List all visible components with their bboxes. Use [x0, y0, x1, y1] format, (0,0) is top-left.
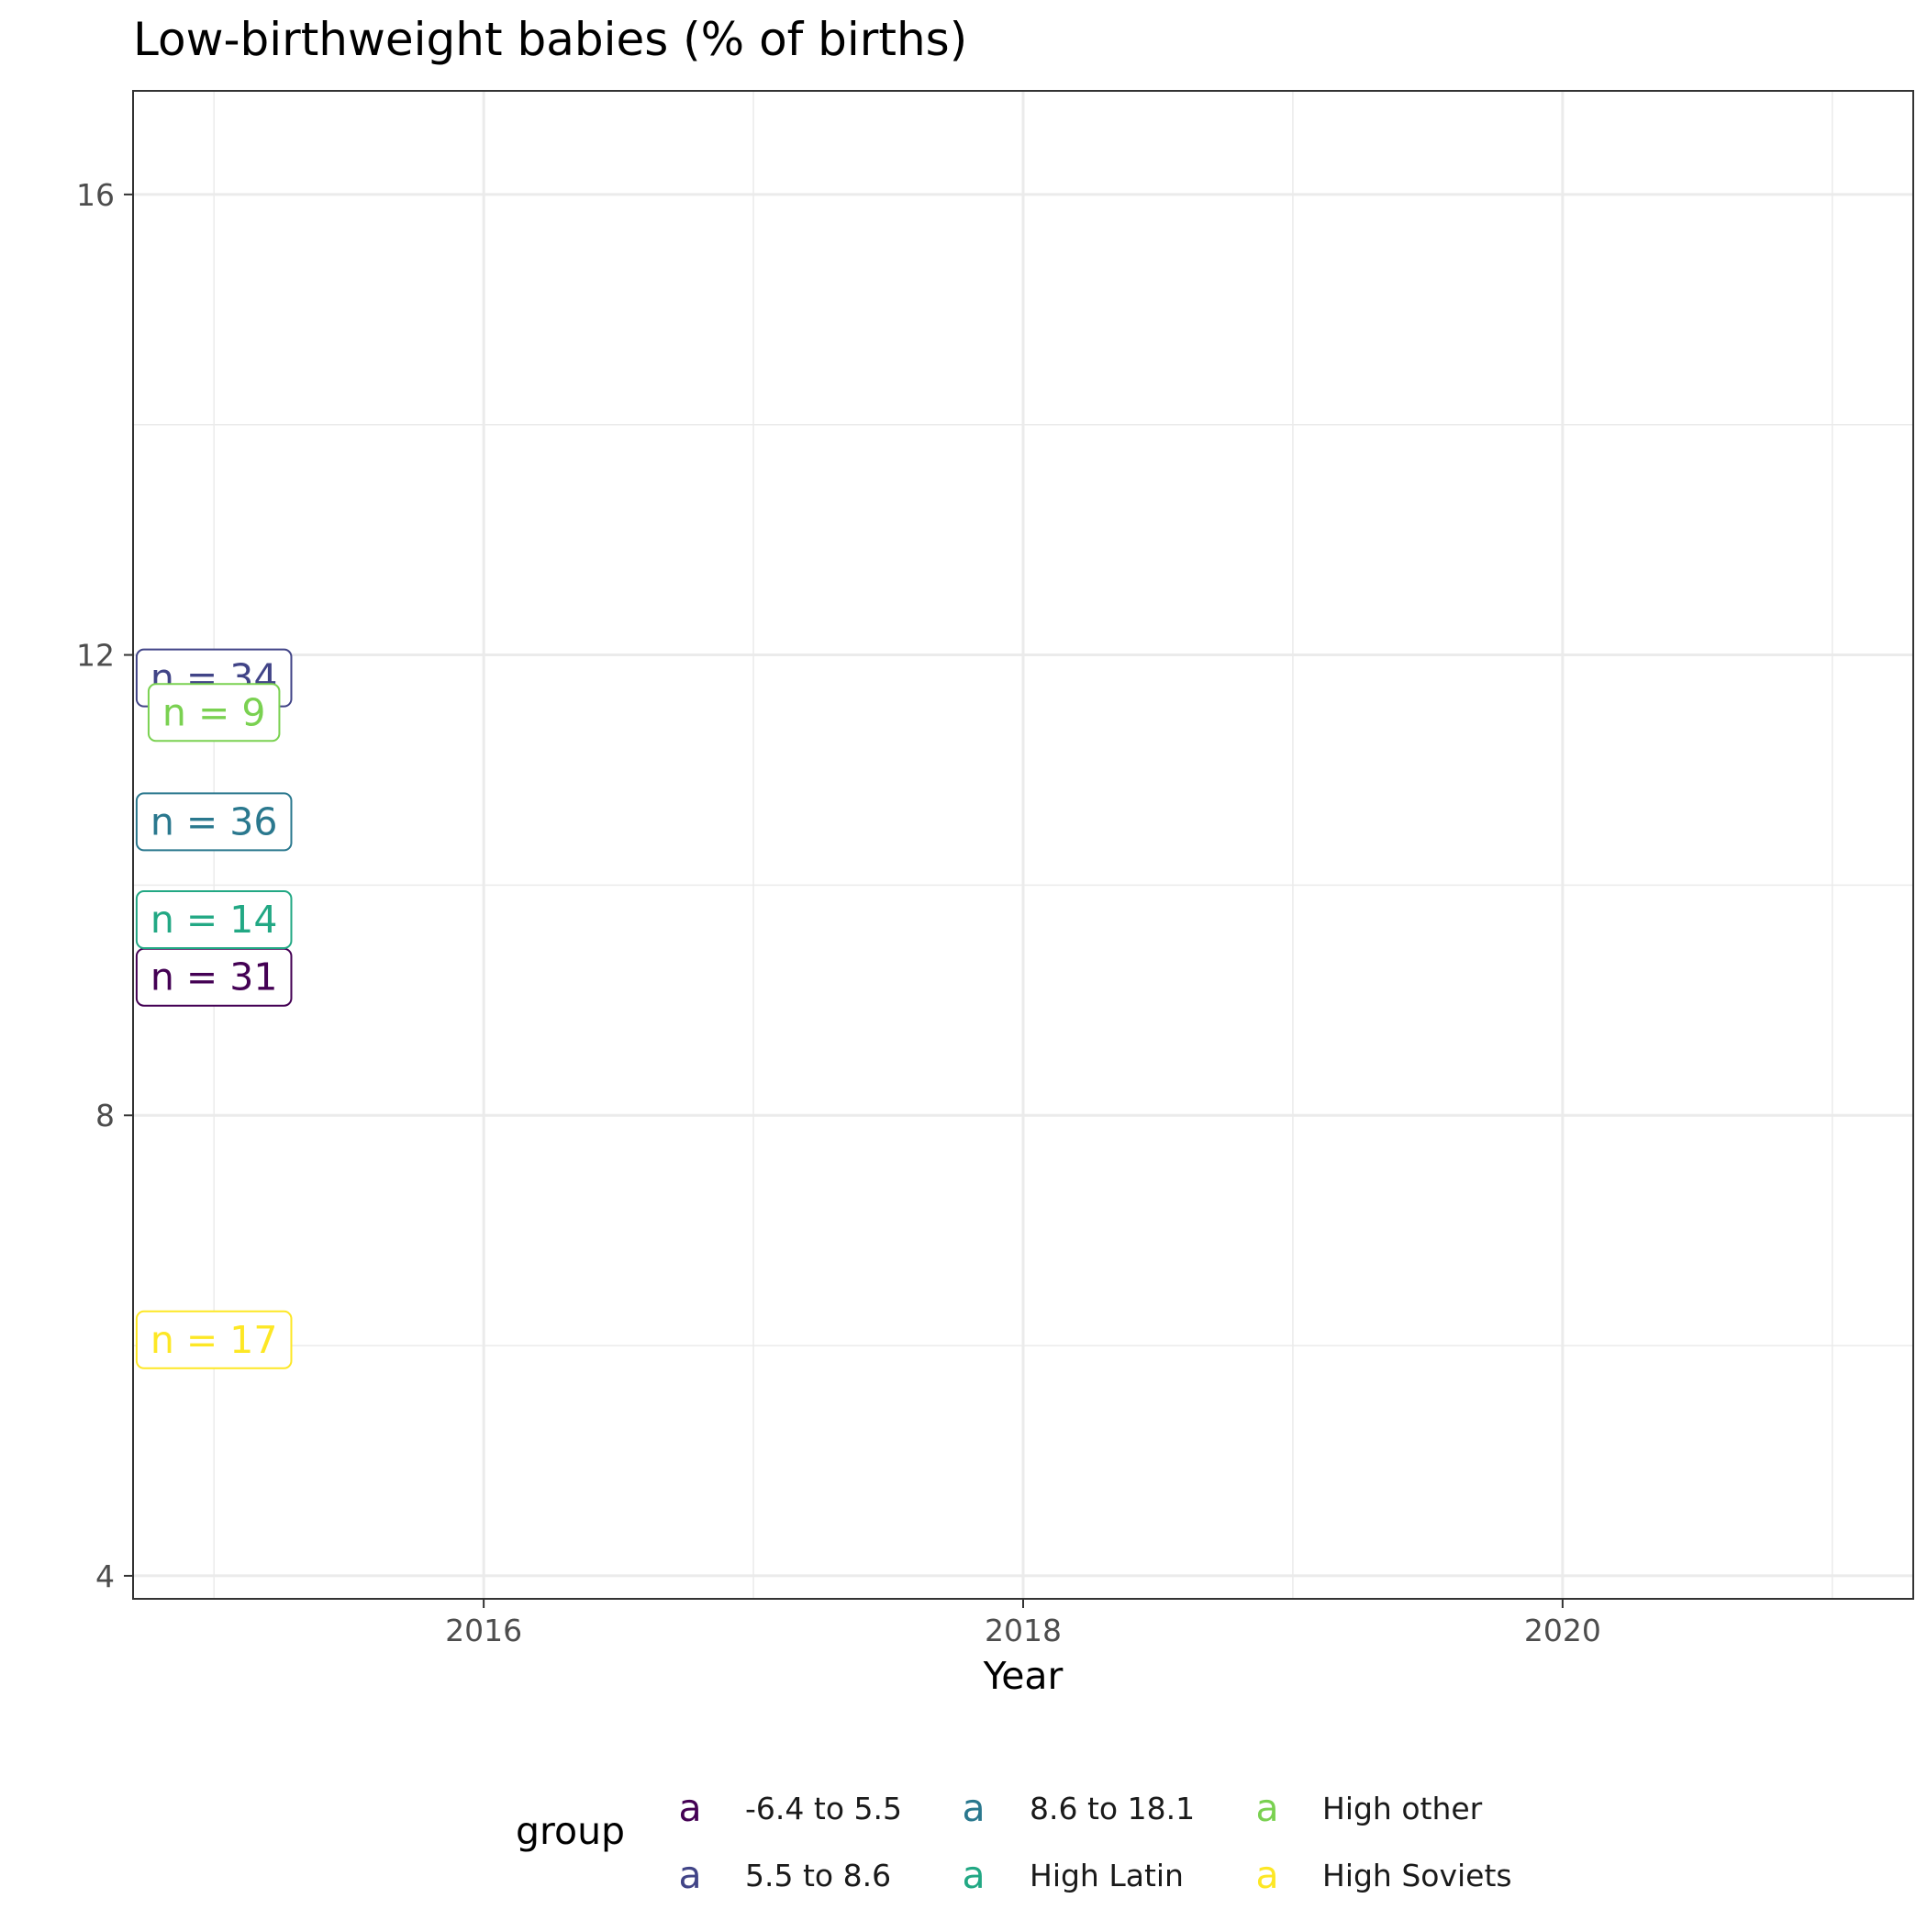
legend-item: a 5.5 to 8.6: [678, 1853, 891, 1897]
y-tick-label: 12: [76, 638, 115, 674]
legend-key: a: [962, 1853, 985, 1897]
y-tick-label: 16: [76, 177, 115, 213]
annotation-group: n = 31n = 34n = 36n = 14n = 9n = 17: [135, 648, 293, 1369]
n-label-text: n = 31: [150, 955, 278, 1000]
legend-item-label: High Soviets: [1322, 1858, 1512, 1893]
x-tick-label: 2016: [445, 1613, 522, 1648]
n-label: n = 31: [135, 947, 293, 1007]
axes: 2016 2018 2020 4 8 12 16: [76, 177, 1601, 1648]
legend-item-label: High Latin: [1030, 1858, 1184, 1893]
legend-key: a: [1255, 1786, 1278, 1830]
n-label-box: [135, 792, 293, 852]
n-label-box: [135, 1310, 293, 1369]
legend-item-label: -6.4 to 5.5: [745, 1791, 902, 1826]
y-tick-label: 4: [95, 1558, 115, 1594]
y-tick-label: 8: [95, 1098, 115, 1134]
annotation-labels: n = 31n = 34n = 36n = 14n = 9n = 17: [135, 648, 293, 1369]
n-label: n = 14: [135, 890, 293, 950]
n-label-text: n = 36: [150, 799, 278, 843]
legend-key: a: [678, 1786, 701, 1830]
n-label-text: n = 14: [150, 898, 278, 942]
x-tick-label: 2020: [1524, 1613, 1601, 1648]
n-label-text: n = 9: [162, 690, 266, 734]
n-label: n = 36: [135, 792, 293, 852]
legend-item-label: 5.5 to 8.6: [745, 1858, 891, 1893]
grid: [133, 91, 1913, 1599]
legend-key: a: [678, 1853, 701, 1897]
x-tick-label: 2018: [985, 1613, 1062, 1648]
legend-item-label: 8.6 to 18.1: [1030, 1791, 1195, 1826]
legend-item: a High Soviets: [1255, 1853, 1511, 1897]
n-label: n = 9: [147, 683, 281, 743]
n-label-text: n = 17: [150, 1318, 278, 1362]
legend: group a -6.4 to 5.5 a 5.5 to 8.6 a 8.6 to 18.1…: [516, 1786, 1512, 1897]
n-label-box: [147, 683, 281, 743]
legend-key: a: [962, 1786, 985, 1830]
legend-item: a High other: [1255, 1786, 1482, 1830]
legend-item: a 8.6 to 18.1: [962, 1786, 1195, 1830]
n-label-box: [135, 890, 293, 950]
chart-title: Low-birthweight babies (% of births): [133, 13, 967, 66]
n-label: n = 17: [135, 1310, 293, 1369]
legend-key: a: [1255, 1853, 1278, 1897]
legend-title: group: [516, 1809, 625, 1853]
legend-item-label: High other: [1322, 1791, 1483, 1826]
legend-item: a -6.4 to 5.5: [678, 1786, 902, 1830]
x-axis-title: Year: [983, 1654, 1064, 1698]
legend-item: a High Latin: [962, 1853, 1184, 1897]
